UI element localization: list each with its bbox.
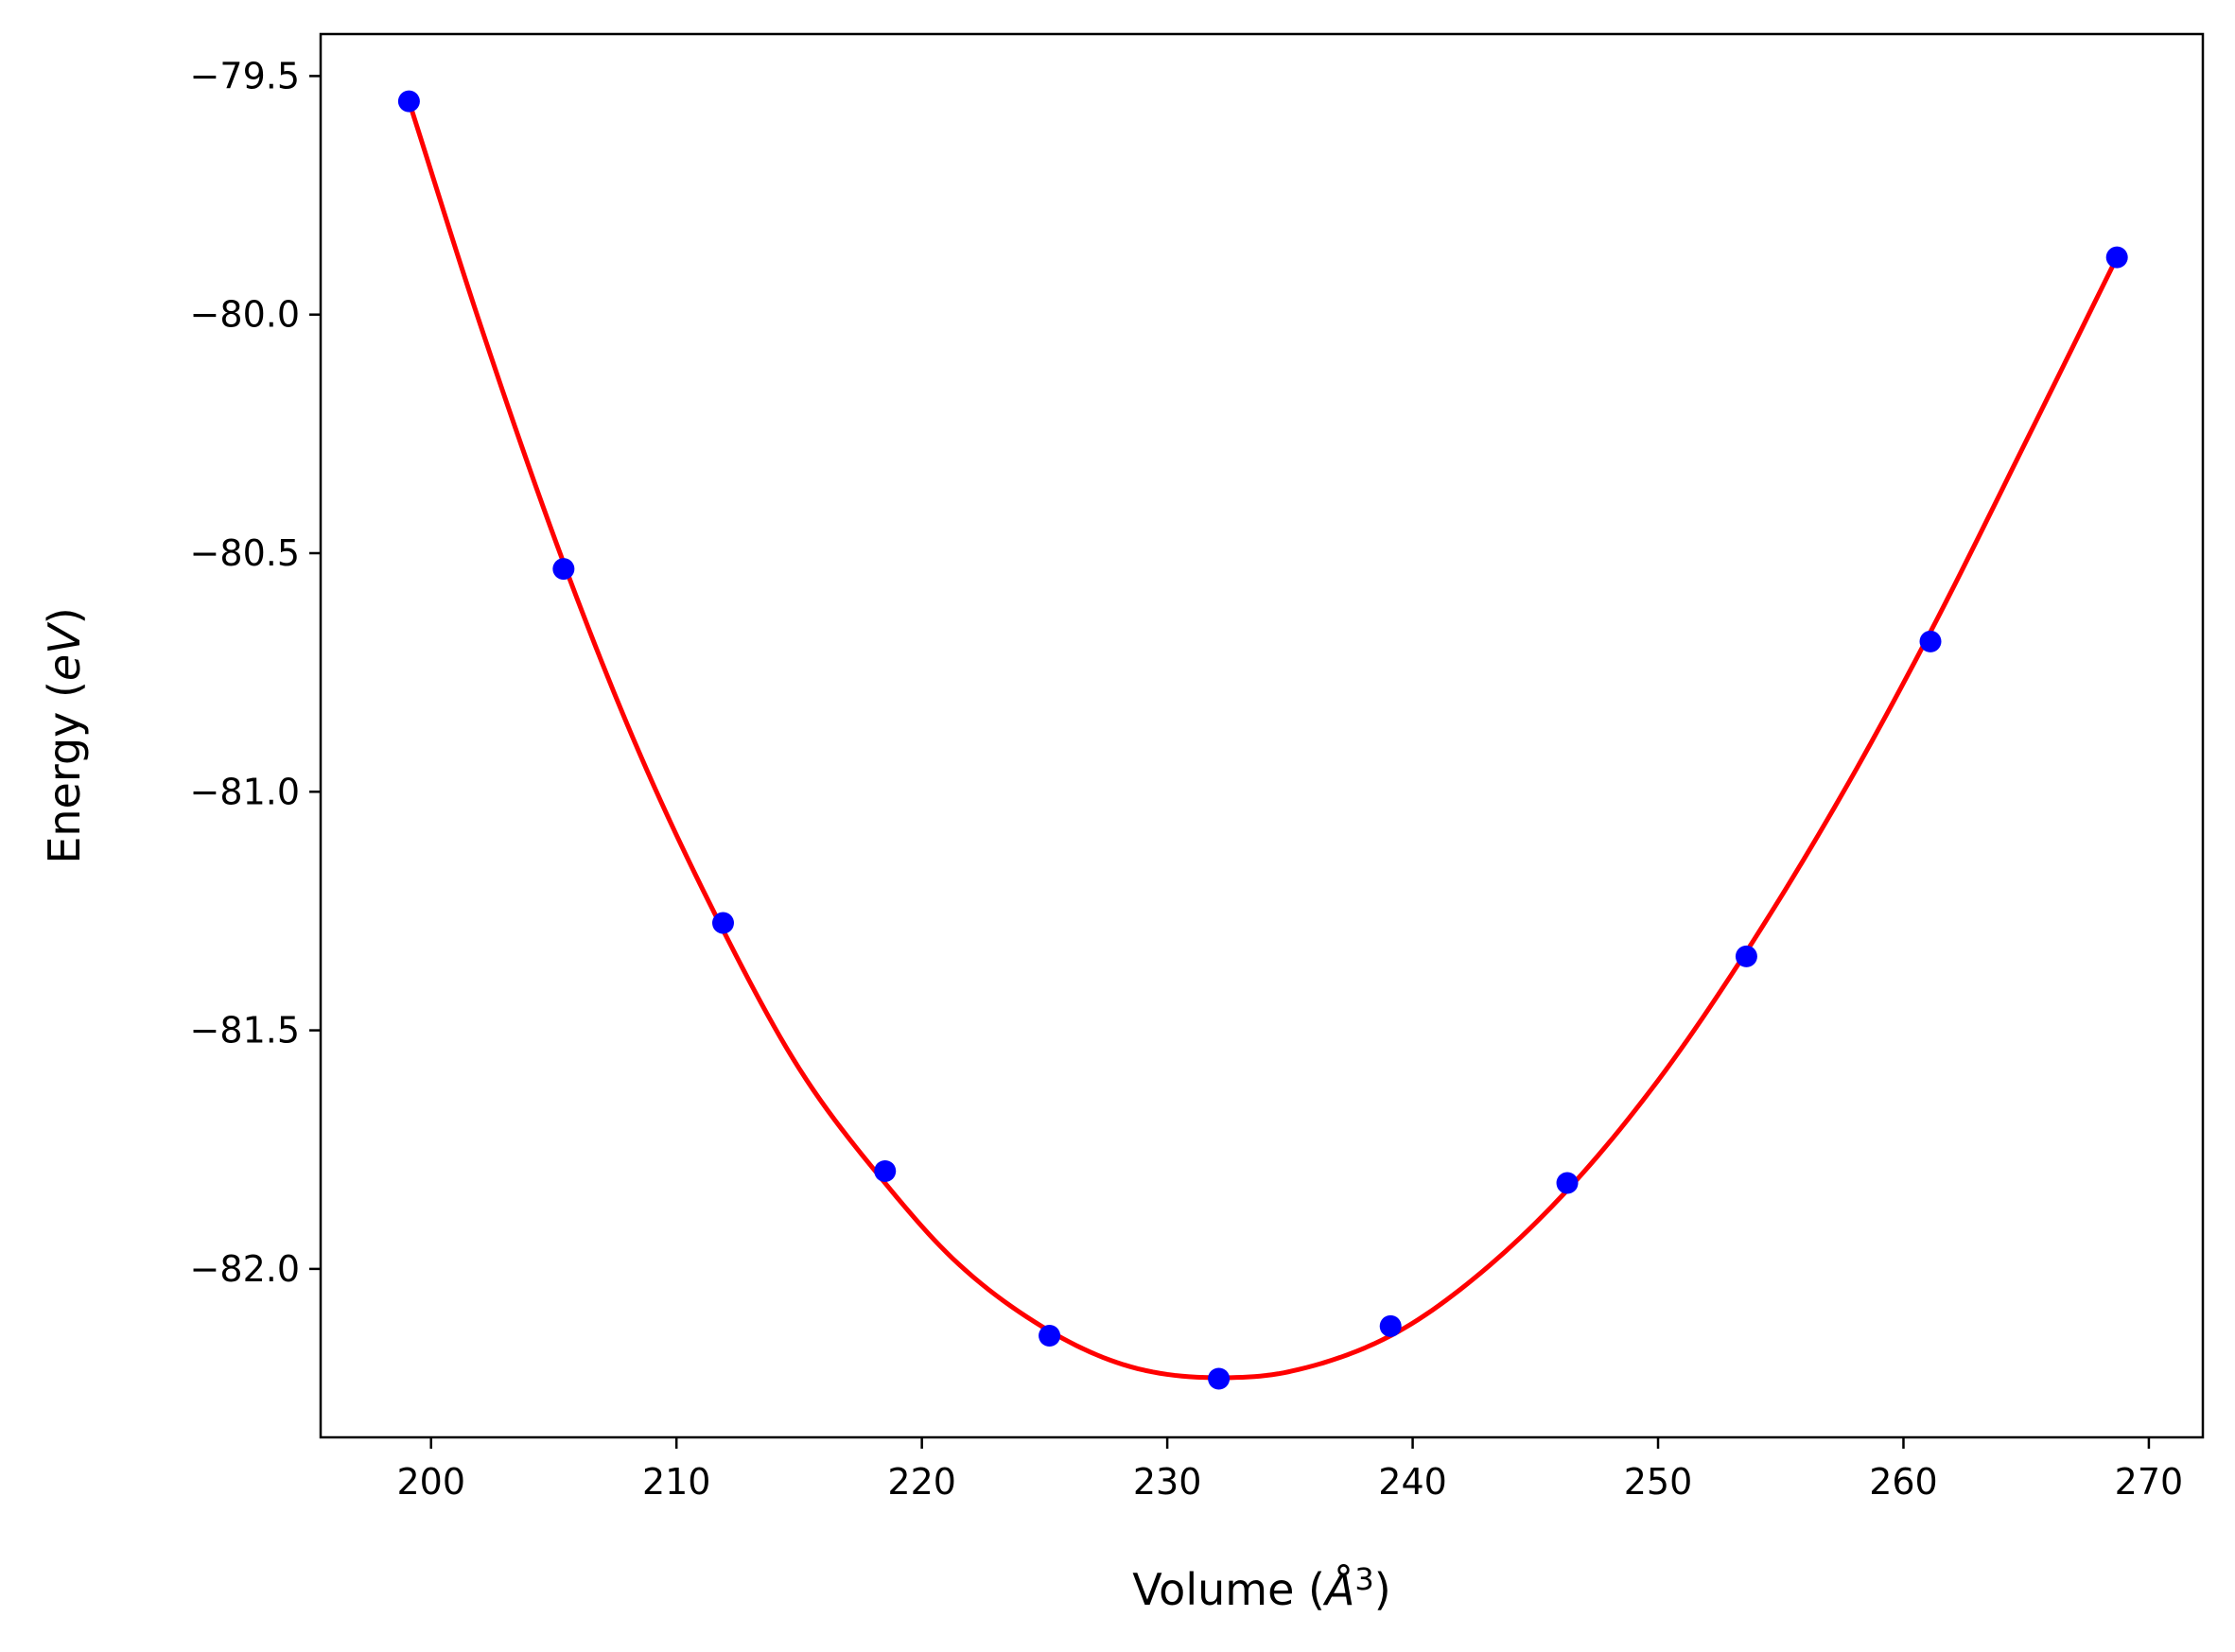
- data-point: [1556, 1172, 1579, 1194]
- y-axis-title: Energy (eV): [39, 607, 90, 863]
- data-point: [1919, 630, 1942, 652]
- y-tick-label: −80.5: [190, 532, 300, 574]
- x-tick-label: 230: [1133, 1461, 1202, 1503]
- x-axis-title-unit: Å: [1322, 1564, 1354, 1615]
- y-axis-title-pre: Energy (: [39, 681, 90, 864]
- data-point: [712, 912, 734, 934]
- plot-frame: [319, 32, 2205, 1439]
- x-tick-label: 260: [1869, 1461, 1938, 1503]
- y-axis-title-post: ): [39, 607, 90, 624]
- data-point: [1208, 1367, 1231, 1390]
- data-point: [874, 1159, 897, 1182]
- x-axis-title-exponent: 3: [1354, 1561, 1373, 1597]
- y-tick-label: −81.5: [190, 1010, 300, 1052]
- y-axis-title-unit: eV: [39, 621, 90, 681]
- x-tick-label: 240: [1378, 1461, 1447, 1503]
- data-point: [1039, 1325, 1061, 1348]
- y-tick-label: −80.0: [190, 294, 300, 336]
- x-tick-label: 200: [396, 1461, 465, 1503]
- x-tick-label: 270: [2115, 1461, 2184, 1503]
- plot-layer: [397, 90, 2128, 1390]
- y-tick-label: −82.0: [190, 1248, 300, 1290]
- data-point: [2105, 246, 2128, 269]
- x-tick-label: 210: [642, 1461, 711, 1503]
- y-tick-label: −81.0: [190, 771, 300, 812]
- x-axis-title: Volume (Å3): [1132, 1561, 1390, 1615]
- x-tick-label: 220: [887, 1461, 956, 1503]
- x-tick-label: 250: [1624, 1461, 1693, 1503]
- x-axis-title-post: ): [1374, 1564, 1391, 1615]
- y-tick-label: −79.5: [190, 55, 300, 96]
- data-point: [1735, 945, 1757, 967]
- data-point: [397, 90, 420, 113]
- axis-layer: 200 210 220 230 240 250 260 270 −82.0 −81.5 −81.0 −…: [190, 55, 2184, 1503]
- data-point: [552, 558, 575, 581]
- data-point: [1379, 1314, 1402, 1337]
- x-axis-title-pre: Volume (: [1132, 1564, 1325, 1615]
